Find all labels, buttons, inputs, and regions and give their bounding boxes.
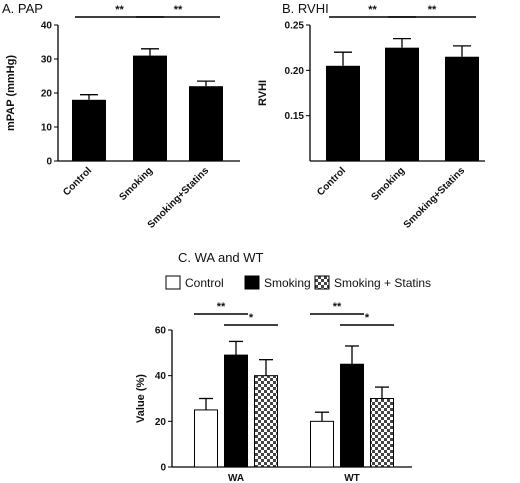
y-tick-label: 0.25 bbox=[285, 21, 305, 32]
category-label: Smoking bbox=[369, 165, 407, 203]
bar bbox=[133, 55, 167, 161]
legend-label: Smoking bbox=[264, 276, 311, 290]
significance-label: ** bbox=[333, 301, 342, 313]
y-tick-label: 20 bbox=[41, 89, 53, 100]
y-tick-label: 30 bbox=[41, 55, 53, 66]
bar bbox=[445, 56, 479, 161]
y-axis-label: Value (%) bbox=[135, 374, 147, 423]
significance-label: ** bbox=[115, 4, 124, 16]
bar bbox=[189, 86, 223, 161]
category-label: Smoking+Statins bbox=[402, 165, 468, 231]
category-label: Smoking bbox=[117, 165, 155, 203]
y-tick-label: 0.20 bbox=[285, 66, 305, 77]
legend-label: Smoking + Statins bbox=[334, 276, 431, 290]
bar bbox=[326, 65, 360, 161]
y-tick-label: 0.15 bbox=[285, 111, 305, 122]
bar bbox=[310, 420, 334, 468]
significance-label: ** bbox=[174, 4, 183, 16]
y-axis-label: RVHI bbox=[257, 80, 269, 106]
y-tick-label: 0 bbox=[46, 157, 52, 168]
legend-swatch bbox=[244, 275, 260, 290]
y-tick-label: 0 bbox=[160, 463, 166, 474]
y-tick-label: 40 bbox=[41, 21, 53, 32]
y-tick-label: 40 bbox=[155, 371, 167, 382]
bar bbox=[224, 354, 248, 468]
bar bbox=[72, 99, 106, 161]
panel-title-b: B. RVHI bbox=[282, 1, 329, 16]
significance-label: ** bbox=[428, 4, 437, 16]
category-label: Control bbox=[61, 165, 94, 198]
significance-label: * bbox=[249, 312, 254, 324]
significance-label: ** bbox=[217, 301, 226, 313]
bar bbox=[340, 363, 364, 468]
y-tick-label: 20 bbox=[155, 417, 167, 428]
category-label: WA bbox=[228, 473, 244, 483]
bar bbox=[194, 409, 218, 468]
legend-label: Control bbox=[185, 276, 224, 290]
significance-label: * bbox=[365, 312, 370, 324]
category-label: Smoking+Statins bbox=[146, 165, 212, 231]
y-tick-label: 60 bbox=[155, 326, 167, 337]
panel-title-a: A. PAP bbox=[2, 1, 43, 16]
category-label: Control bbox=[315, 165, 348, 198]
y-tick-label: 10 bbox=[41, 123, 53, 134]
bar bbox=[385, 47, 419, 161]
legend-swatch bbox=[165, 275, 181, 290]
bar bbox=[370, 398, 394, 468]
category-label: WT bbox=[344, 473, 360, 483]
panel-title-c: C. WA and WT bbox=[178, 250, 264, 265]
significance-label: ** bbox=[368, 4, 377, 16]
legend-swatch bbox=[314, 275, 330, 290]
bar bbox=[254, 375, 278, 468]
y-axis-label: mPAP (mmHg) bbox=[5, 55, 17, 131]
